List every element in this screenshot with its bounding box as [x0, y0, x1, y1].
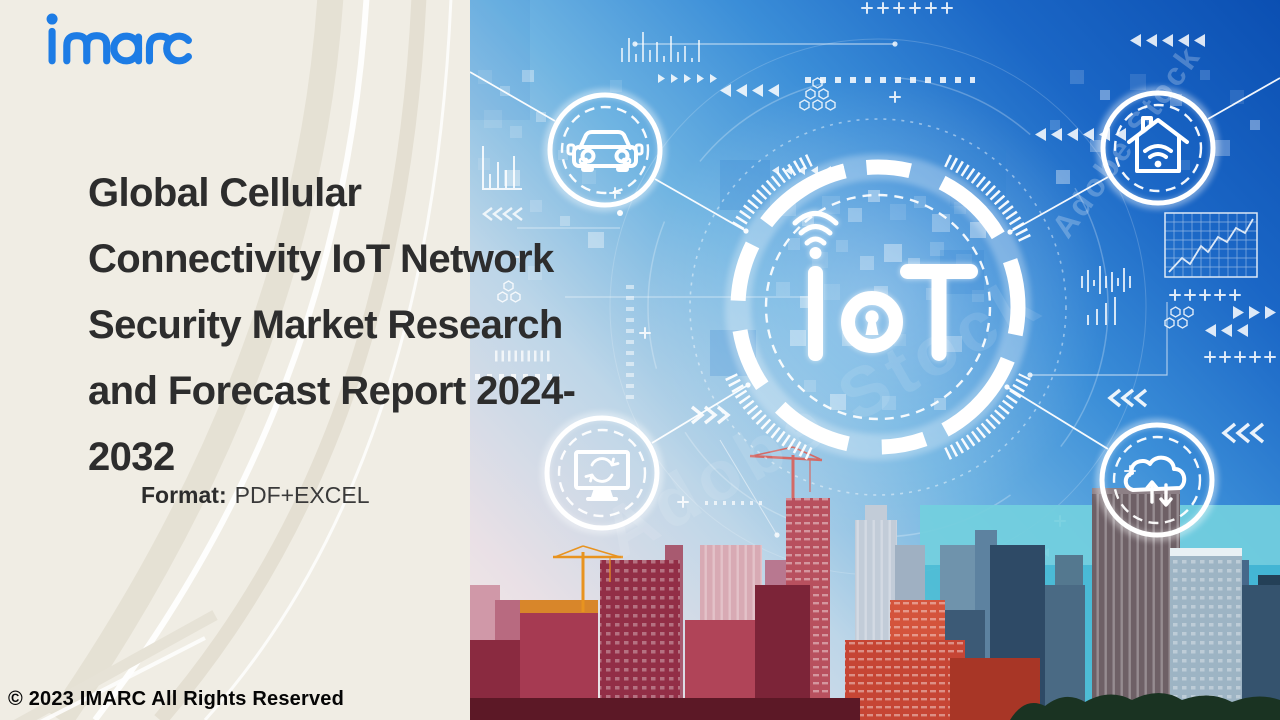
home-node	[1101, 91, 1215, 205]
cloud-transfer-icon	[1123, 455, 1187, 507]
connector-line	[651, 384, 749, 444]
imarc-logo-dot	[46, 13, 58, 25]
cloud-node	[1100, 423, 1214, 537]
title-line: Global Cellular	[88, 171, 362, 215]
connected-car-icon	[566, 130, 644, 172]
title-line: Security Market Research	[88, 303, 563, 347]
format-label: Format:	[141, 482, 227, 508]
iot-stock-photo: Adobe Stock Adobe Stock	[470, 0, 1280, 720]
iot-emblem	[689, 118, 1067, 496]
title-line: Connectivity IoT Network	[88, 237, 554, 281]
city-skyline	[470, 446, 1280, 720]
copyright-text: © 2023 IMARC All Rights Reserved	[8, 688, 345, 710]
emblem-dashed-ring	[764, 193, 992, 421]
connector-line	[654, 178, 747, 232]
connector-line	[1009, 176, 1109, 233]
imarc-logo	[46, 13, 192, 65]
format-line: Format: PDF+EXCEL	[141, 482, 369, 509]
title-line: and Forecast Report 2024-	[88, 369, 576, 413]
format-value: PDF+EXCEL	[234, 482, 370, 508]
monitor-sync-icon	[574, 450, 630, 501]
line-chart-decoration	[1164, 212, 1258, 278]
emblem-segment-ring	[730, 159, 1026, 455]
car-node	[548, 93, 662, 207]
title-line: 2032	[88, 435, 175, 479]
page-title: Global Cellular Connectivity IoT Network…	[88, 160, 576, 490]
smart-home-icon	[1127, 116, 1189, 173]
connector-line	[1006, 386, 1109, 450]
connector-line	[1207, 77, 1280, 120]
panel-swirl-decoration	[13, 0, 453, 720]
connector-line	[470, 71, 556, 122]
monitor-node	[545, 416, 659, 530]
